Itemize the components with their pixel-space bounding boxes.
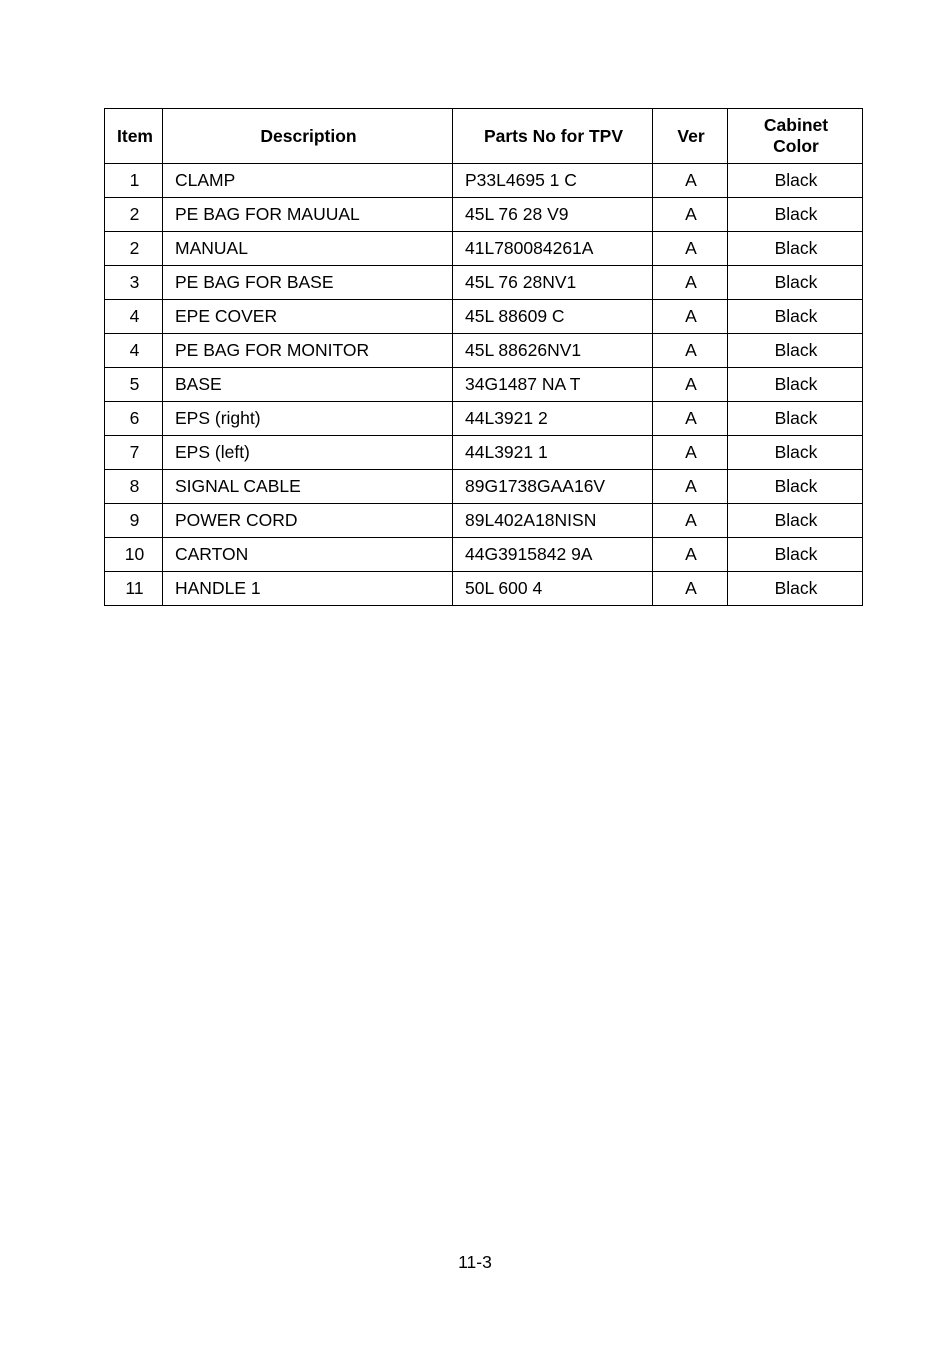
table-row: 1 CLAMP P33L4695 1 C A Black: [105, 164, 863, 198]
cell-ver: A: [653, 164, 728, 198]
cell-item: 3: [105, 266, 163, 300]
cell-item: 7: [105, 436, 163, 470]
cell-description: PE BAG FOR MONITOR: [163, 334, 453, 368]
cell-parts-no: 45L 88626NV1: [453, 334, 653, 368]
cell-item: 6: [105, 402, 163, 436]
cell-description: EPE COVER: [163, 300, 453, 334]
cell-description: CLAMP: [163, 164, 453, 198]
cell-ver: A: [653, 470, 728, 504]
cell-cabinet-color: Black: [728, 232, 863, 266]
cell-item: 4: [105, 300, 163, 334]
table-row: 3 PE BAG FOR BASE 45L 76 28NV1 A Black: [105, 266, 863, 300]
cell-ver: A: [653, 572, 728, 606]
col-header-parts-no: Parts No for TPV: [453, 109, 653, 164]
cell-cabinet-color: Black: [728, 368, 863, 402]
cell-ver: A: [653, 436, 728, 470]
cell-description: HANDLE 1: [163, 572, 453, 606]
cell-cabinet-color: Black: [728, 402, 863, 436]
cell-cabinet-color: Black: [728, 164, 863, 198]
cell-ver: A: [653, 402, 728, 436]
table-row: 11 HANDLE 1 50L 600 4 A Black: [105, 572, 863, 606]
cell-cabinet-color: Black: [728, 470, 863, 504]
cell-description: EPS (right): [163, 402, 453, 436]
cell-cabinet-color: Black: [728, 300, 863, 334]
table-row: 7 EPS (left) 44L3921 1 A Black: [105, 436, 863, 470]
cell-parts-no: 44G3915842 9A: [453, 538, 653, 572]
col-header-item: Item: [105, 109, 163, 164]
cell-cabinet-color: Black: [728, 538, 863, 572]
cell-description: PE BAG FOR MAUUAL: [163, 198, 453, 232]
cell-parts-no: 45L 76 28NV1: [453, 266, 653, 300]
cell-parts-no: 34G1487 NA T: [453, 368, 653, 402]
cell-cabinet-color: Black: [728, 334, 863, 368]
cell-parts-no: 41L780084261A: [453, 232, 653, 266]
cell-ver: A: [653, 266, 728, 300]
cell-description: SIGNAL CABLE: [163, 470, 453, 504]
cell-ver: A: [653, 300, 728, 334]
table-row: 2 PE BAG FOR MAUUAL 45L 76 28 V9 A Black: [105, 198, 863, 232]
cell-parts-no: P33L4695 1 C: [453, 164, 653, 198]
table-row: 8 SIGNAL CABLE 89G1738GAA16V A Black: [105, 470, 863, 504]
cell-description: BASE: [163, 368, 453, 402]
cell-item: 11: [105, 572, 163, 606]
cell-ver: A: [653, 334, 728, 368]
table-body: 1 CLAMP P33L4695 1 C A Black 2 PE BAG FO…: [105, 164, 863, 606]
table-row: 4 EPE COVER 45L 88609 C A Black: [105, 300, 863, 334]
col-header-ver: Ver: [653, 109, 728, 164]
cell-ver: A: [653, 198, 728, 232]
page-number: 11-3: [0, 1252, 950, 1273]
table-row: 5 BASE 34G1487 NA T A Black: [105, 368, 863, 402]
cell-description: PE BAG FOR BASE: [163, 266, 453, 300]
cell-parts-no: 50L 600 4: [453, 572, 653, 606]
cell-description: POWER CORD: [163, 504, 453, 538]
table-header-row: Item Description Parts No for TPV Ver Ca…: [105, 109, 863, 164]
table-row: 9 POWER CORD 89L402A18NISN A Black: [105, 504, 863, 538]
table-row: 4 PE BAG FOR MONITOR 45L 88626NV1 A Blac…: [105, 334, 863, 368]
cell-item: 10: [105, 538, 163, 572]
cell-parts-no: 45L 88609 C: [453, 300, 653, 334]
cell-ver: A: [653, 232, 728, 266]
cell-parts-no: 44L3921 2: [453, 402, 653, 436]
cell-item: 4: [105, 334, 163, 368]
cell-description: MANUAL: [163, 232, 453, 266]
cell-item: 2: [105, 198, 163, 232]
col-header-cabinet-color: Cabinet Color: [728, 109, 863, 164]
cell-cabinet-color: Black: [728, 198, 863, 232]
cell-ver: A: [653, 538, 728, 572]
cell-parts-no: 89G1738GAA16V: [453, 470, 653, 504]
parts-table: Item Description Parts No for TPV Ver Ca…: [104, 108, 863, 606]
cell-cabinet-color: Black: [728, 436, 863, 470]
col-header-description: Description: [163, 109, 453, 164]
page: Item Description Parts No for TPV Ver Ca…: [0, 0, 950, 1345]
cell-parts-no: 89L402A18NISN: [453, 504, 653, 538]
cell-cabinet-color: Black: [728, 504, 863, 538]
cell-item: 5: [105, 368, 163, 402]
cell-parts-no: 45L 76 28 V9: [453, 198, 653, 232]
cell-ver: A: [653, 368, 728, 402]
cell-cabinet-color: Black: [728, 572, 863, 606]
table-row: 6 EPS (right) 44L3921 2 A Black: [105, 402, 863, 436]
cell-ver: A: [653, 504, 728, 538]
table-row: 2 MANUAL 41L780084261A A Black: [105, 232, 863, 266]
table-row: 10 CARTON 44G3915842 9A A Black: [105, 538, 863, 572]
cell-item: 8: [105, 470, 163, 504]
cell-description: CARTON: [163, 538, 453, 572]
cell-description: EPS (left): [163, 436, 453, 470]
cell-item: 9: [105, 504, 163, 538]
cell-cabinet-color: Black: [728, 266, 863, 300]
cell-parts-no: 44L3921 1: [453, 436, 653, 470]
cell-item: 1: [105, 164, 163, 198]
cell-item: 2: [105, 232, 163, 266]
